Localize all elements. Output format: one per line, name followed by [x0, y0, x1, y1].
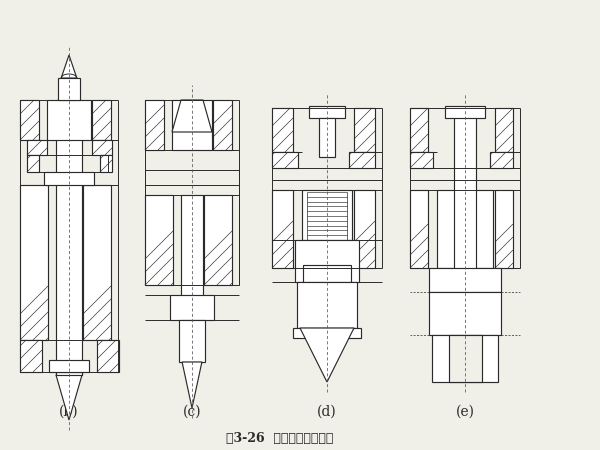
Bar — [179, 320, 205, 362]
Bar — [20, 185, 48, 340]
Bar — [58, 78, 80, 100]
Bar — [432, 335, 498, 382]
Bar — [349, 152, 375, 168]
Bar — [454, 108, 476, 313]
Bar — [92, 100, 111, 140]
Bar — [47, 100, 91, 140]
Bar — [272, 108, 293, 152]
Bar — [293, 328, 361, 338]
Bar — [145, 100, 164, 150]
Bar — [319, 118, 335, 157]
Bar — [354, 190, 375, 268]
Bar — [445, 106, 485, 118]
Bar — [204, 195, 232, 285]
Bar — [309, 106, 345, 118]
Bar — [297, 282, 357, 328]
Text: 图3-26  导正销的结构形式: 图3-26 导正销的结构形式 — [226, 432, 334, 445]
Bar — [495, 108, 513, 152]
Bar — [100, 155, 112, 172]
Bar — [49, 360, 89, 372]
Bar — [295, 240, 359, 282]
Bar — [429, 268, 501, 292]
Bar — [272, 152, 298, 168]
Bar — [20, 340, 42, 372]
Bar — [410, 152, 433, 168]
Text: (c): (c) — [182, 405, 202, 419]
Bar — [172, 100, 212, 150]
Bar — [145, 195, 173, 285]
Bar — [83, 185, 111, 340]
Polygon shape — [172, 100, 212, 132]
Text: (e): (e) — [455, 405, 475, 419]
Bar — [181, 195, 203, 362]
Bar — [449, 335, 482, 382]
Bar — [92, 140, 112, 155]
Bar — [27, 155, 39, 172]
Bar — [495, 190, 513, 268]
Bar — [170, 295, 214, 320]
Bar — [429, 292, 501, 335]
Bar — [354, 108, 375, 152]
Bar — [44, 172, 94, 185]
Polygon shape — [182, 362, 202, 408]
Text: (b): (b) — [59, 405, 79, 419]
Text: (d): (d) — [317, 405, 337, 419]
Polygon shape — [300, 328, 354, 382]
Bar — [97, 340, 119, 372]
Bar — [272, 190, 293, 268]
Bar — [303, 265, 351, 282]
Bar — [437, 190, 493, 268]
Bar — [213, 100, 232, 150]
Bar — [302, 190, 352, 240]
Polygon shape — [61, 55, 77, 78]
Polygon shape — [56, 375, 82, 420]
Bar — [56, 372, 82, 375]
Bar — [20, 100, 39, 140]
Bar — [490, 152, 513, 168]
Bar — [410, 108, 428, 152]
Bar — [56, 100, 82, 375]
Bar — [27, 140, 47, 155]
Bar — [410, 190, 428, 268]
